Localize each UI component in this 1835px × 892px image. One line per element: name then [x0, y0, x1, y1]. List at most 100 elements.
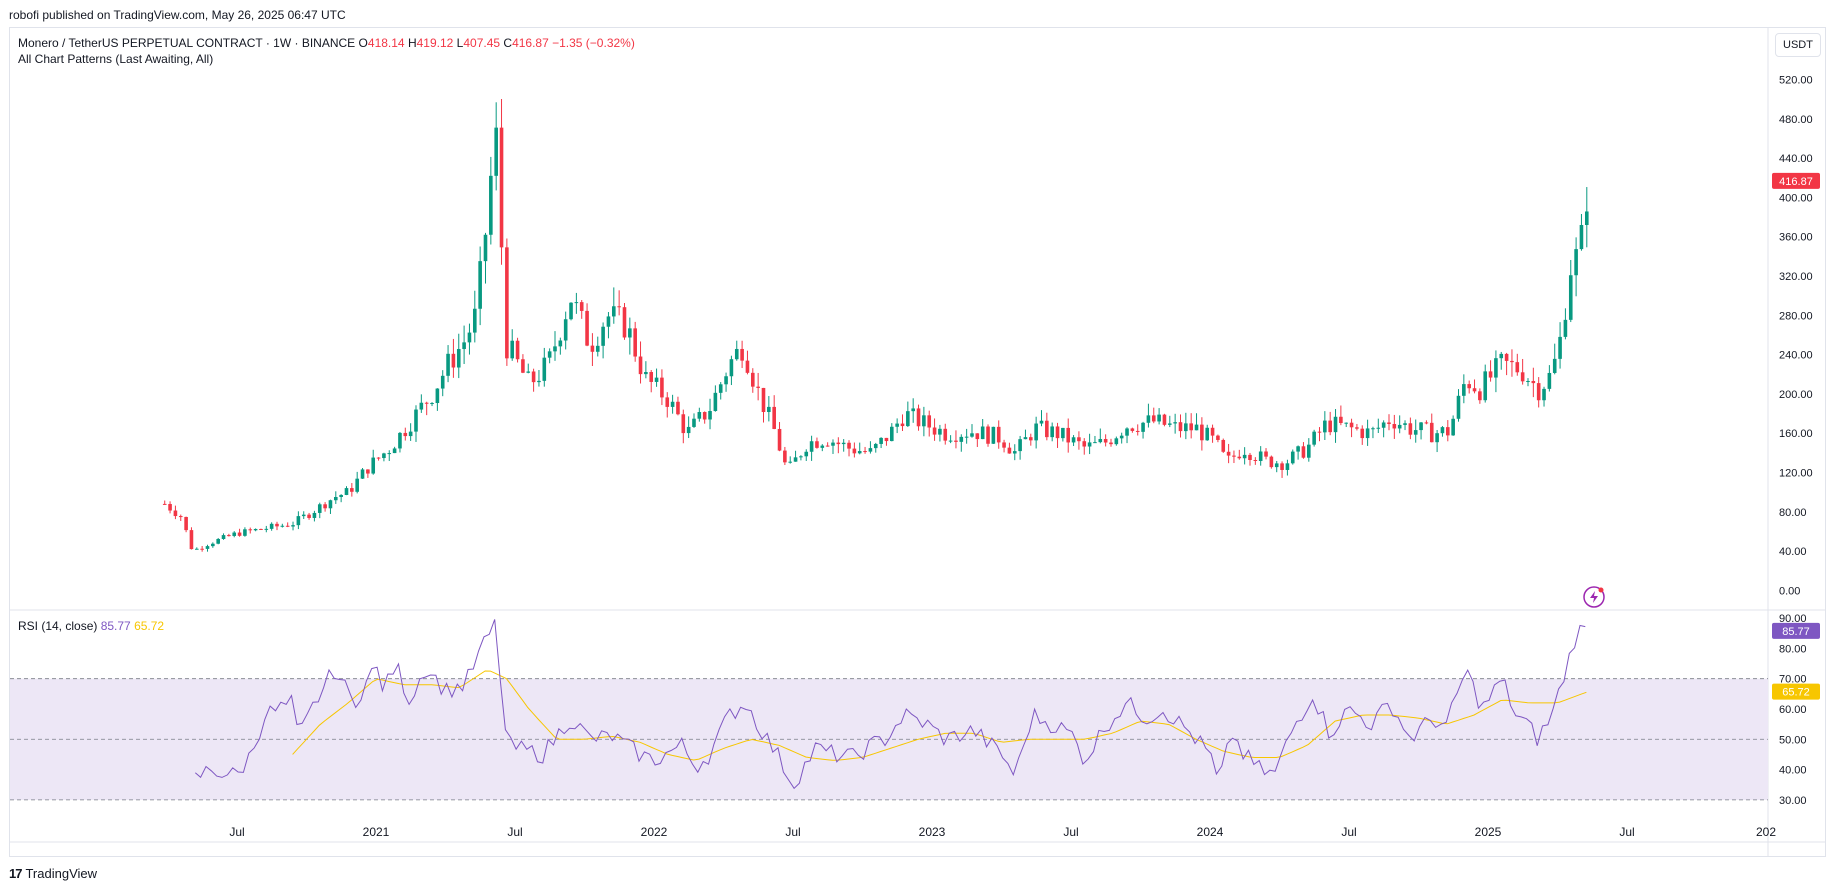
tradingview-logo[interactable]: 17 TradingView: [9, 866, 97, 881]
candle-body: [857, 451, 862, 454]
candle-body: [1045, 420, 1049, 438]
candle-body: [1408, 423, 1413, 435]
candle-body: [954, 440, 958, 442]
time-tick-label: 2023: [919, 825, 946, 839]
candle-body: [617, 306, 621, 308]
change-value: −1.35 (−0.32%): [552, 36, 635, 50]
candle-body: [948, 440, 953, 442]
candle-body: [1194, 424, 1199, 431]
rsi-title[interactable]: RSI (14, close): [18, 619, 98, 633]
candle-body: [815, 441, 819, 448]
rsi-legend: RSI (14, close) 85.77 65.72: [18, 619, 164, 633]
candle-body: [200, 548, 204, 550]
candle-body: [1098, 438, 1103, 443]
candle-body: [1312, 431, 1316, 445]
candle-body: [291, 525, 295, 527]
candle-body: [456, 349, 461, 368]
candle-body: [916, 408, 921, 427]
currency-unit-button[interactable]: USDT: [1775, 33, 1821, 57]
rsi-ma-value: 65.72: [134, 619, 165, 633]
candle-body: [676, 401, 680, 415]
candle-body: [184, 516, 188, 531]
candle-body: [1114, 438, 1119, 445]
branding-text: TradingView: [25, 866, 98, 881]
candle-body: [1216, 435, 1220, 440]
candle-body: [1087, 442, 1092, 447]
candle-body: [1173, 422, 1177, 424]
symbol-line: Monero / TetherUS PERPETUAL CONTRACT · 1…: [18, 35, 635, 51]
candle-body: [922, 415, 926, 427]
rsi-tick-label: 40.00: [1779, 765, 1807, 777]
candle-body: [227, 535, 231, 537]
candle-body: [173, 510, 178, 517]
candle-body: [633, 328, 637, 357]
candle-body: [788, 461, 793, 463]
candle-body: [734, 348, 739, 360]
time-tick-label: 202: [1756, 825, 1776, 839]
candle-body: [761, 387, 766, 413]
candle-body: [1178, 422, 1183, 432]
rsi-tick-label: 60.00: [1779, 704, 1807, 716]
candle-body: [970, 433, 974, 437]
value-badge: [1772, 622, 1820, 639]
candle-body: [446, 353, 450, 376]
candle-body: [980, 426, 985, 440]
candle-body: [1563, 319, 1568, 337]
candle-body: [1328, 420, 1332, 433]
candle-body: [248, 529, 253, 531]
candle-body: [1109, 442, 1113, 445]
candle-body: [1306, 444, 1311, 458]
candle-body: [1280, 463, 1284, 470]
chart-legend: Monero / TetherUS PERPETUAL CONTRACT · 1…: [18, 35, 635, 67]
candle-body: [478, 261, 482, 309]
candle-body: [323, 504, 327, 509]
candle-body: [1376, 427, 1381, 429]
candle-body: [296, 516, 301, 526]
lightning-icon[interactable]: [1583, 586, 1605, 608]
price-tick-label: 360.00: [1779, 232, 1813, 244]
candle-body: [366, 469, 370, 474]
candle-body: [430, 403, 434, 405]
candle-body: [1253, 459, 1258, 461]
candle-body: [697, 412, 702, 419]
candle-body: [1478, 391, 1482, 401]
price-tick-label: 480.00: [1779, 114, 1813, 126]
value-badge: [1772, 683, 1820, 700]
candle-body: [644, 372, 648, 375]
symbol-title[interactable]: Monero / TetherUS PERPETUAL CONTRACT · 1…: [18, 36, 356, 50]
candle-body: [1365, 428, 1370, 439]
open-value: 418.14: [367, 36, 405, 50]
candle-body: [328, 500, 333, 509]
candle-body: [317, 504, 322, 513]
candle-body: [906, 411, 910, 427]
candle-body: [729, 359, 734, 377]
time-tick-label: Jul: [785, 825, 800, 839]
candle-body: [382, 453, 386, 459]
candle-body: [841, 442, 846, 445]
price-tick-label: 440.00: [1779, 153, 1813, 165]
tradingview-logo-icon: 17: [9, 866, 23, 881]
candle-body: [1071, 437, 1076, 443]
candle-body: [809, 441, 814, 452]
indicator-title[interactable]: All Chart Patterns (Last Awaiting, All): [18, 52, 214, 66]
candle-body: [1472, 388, 1477, 392]
candle-body: [339, 494, 343, 497]
candle-body: [772, 406, 776, 429]
candle-body: [1232, 455, 1236, 457]
candle-body: [1125, 428, 1129, 436]
price-tick-label: 520.00: [1779, 75, 1813, 87]
candle-body: [1055, 426, 1060, 439]
candle-body: [1574, 249, 1578, 276]
candle-body: [1462, 384, 1466, 396]
candle-body: [1082, 441, 1087, 447]
candle-body: [681, 414, 686, 434]
candle-body: [1269, 456, 1274, 468]
candle-body: [1510, 360, 1514, 363]
rsi-tick-label: 80.00: [1779, 643, 1807, 655]
candle-body: [494, 127, 498, 176]
candle-body: [275, 523, 279, 527]
candle-body: [1050, 426, 1054, 438]
candle-body: [1130, 428, 1135, 431]
high-label: H: [407, 36, 417, 50]
